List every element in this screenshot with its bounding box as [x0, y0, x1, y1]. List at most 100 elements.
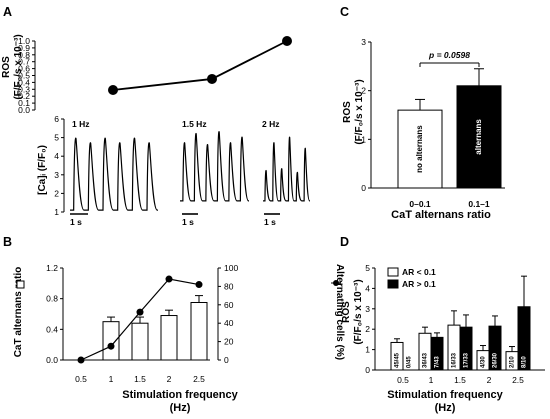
c-bar-label: alternans: [474, 119, 483, 155]
a-bottom-y-tick-label: 1: [54, 207, 59, 217]
d-x-tick-label: 1: [429, 375, 434, 385]
c-bar: [397, 109, 443, 189]
d-x-tick-label: 2.5: [512, 375, 524, 385]
c-ylabel-unit: (F/F₀/s x 10⁻³): [354, 79, 365, 144]
a-calcium-trace: [70, 137, 158, 211]
a-trace-freq-label: 1 Hz: [72, 119, 89, 129]
b-x-tick-label: 1: [109, 374, 114, 384]
d-y-tick-label: 4: [365, 283, 370, 293]
d-cell-count: 2/10: [510, 356, 516, 368]
b-x-tick-label: 0.5: [75, 374, 87, 384]
d-y-tick-label: 1: [365, 345, 370, 355]
panel-d-ros-grouped-bars: ROS (F/F₀/s x 10⁻³) Stimulation frequenc…: [341, 263, 545, 414]
b-y2-tick-label: 60: [224, 300, 234, 310]
b-y2-tick-label: 40: [224, 318, 234, 328]
d-legend-label: AR < 0.1: [402, 267, 436, 277]
d-x-tick-label: 0.5: [397, 375, 409, 385]
a-bottom-y-tick-label: 4: [54, 151, 59, 161]
a-bottom-ylabel: [Ca]ᵢ (F/F₀): [37, 145, 48, 195]
b-xlabel-line1: Stimulation frequency: [122, 389, 238, 401]
d-xlabel-line1: Stimulation frequency: [387, 389, 503, 401]
b-x-tick-label: 2: [167, 374, 172, 384]
a-calcium-trace: [263, 136, 311, 202]
b-y2label: Alternating cells (%): [334, 264, 345, 360]
panel-a-ros-plot: ROS (F/F₀/s x 10⁻³) 0.00.10.20.30.40.50.…: [1, 34, 292, 115]
d-legend-swatch: [387, 267, 399, 277]
d-ylabel-unit: (F/F₀/s x 10⁻³): [353, 279, 364, 344]
d-y-tick-label: 2: [365, 324, 370, 334]
c-y-tick-label: 3: [361, 37, 366, 47]
d-cell-count: 4/30: [481, 356, 487, 368]
a-top-y-tick-label: 0.1: [18, 98, 30, 108]
d-cell-count: 8/10: [522, 356, 528, 368]
b-x-tick-label: 2.5: [193, 374, 205, 384]
b-y2-tick-label: 0: [224, 355, 229, 365]
a-top-y-tick-label: 0.6: [18, 64, 30, 74]
c-p-value: p = 0.0598: [428, 50, 470, 60]
b-y-tick-label: 0.8: [46, 294, 58, 304]
a-top-y-tick-label: 0.3: [18, 84, 30, 94]
a-top-y-tick-label: 0.5: [18, 71, 30, 81]
b-y-tick-label: 0.0: [46, 355, 58, 365]
a-bottom-y-tick-label: 6: [54, 114, 59, 124]
d-cell-count: 16/33: [452, 352, 458, 368]
panel-label-c: C: [340, 5, 349, 19]
c-x-tick-label: 0.1–1: [468, 199, 490, 209]
a-bottom-y-tick-label: 5: [54, 133, 59, 143]
a-top-data-point: [207, 73, 217, 84]
a-scale-bar-label: 1 s: [70, 217, 82, 227]
b-alternating-cells-point: [195, 281, 203, 289]
a-top-y-tick-label: 0.2: [18, 91, 30, 101]
b-alternating-cells-point: [77, 356, 85, 364]
b-bar: [160, 315, 178, 361]
c-y-tick-label: 0: [361, 183, 366, 193]
a-bottom-y-tick-label: 3: [54, 170, 59, 180]
c-x-tick-label: 0–0.1: [409, 199, 431, 209]
b-bar: [131, 322, 149, 361]
d-ylabel-main: ROS: [341, 301, 352, 323]
d-legend-swatch: [387, 279, 399, 289]
a-top-ylabel-main: ROS: [1, 56, 12, 78]
c-bar-label: no alternans: [415, 125, 424, 173]
panel-label-d: D: [340, 235, 349, 249]
b-line-legend-point: [333, 280, 339, 286]
c-y-tick-label: 1: [361, 134, 366, 144]
a-top-y-tick-label: 0.7: [18, 57, 30, 67]
a-bottom-y-tick-label: 2: [54, 188, 59, 198]
d-cell-count: 0/45: [407, 356, 413, 368]
panel-a-calcium-traces: [Ca]ᵢ (F/F₀) 1 2 3 4 5 6 1 Hz 1 s 1.5 Hz 1 s 2 Hz 1…: [37, 114, 311, 227]
d-cell-count: 7/43: [435, 356, 441, 368]
b-y2-tick-label: 100: [224, 263, 238, 273]
b-y-tick-label: 1.2: [46, 263, 58, 273]
b-xlabel-line2: (Hz): [170, 402, 191, 414]
d-x-tick-label: 2: [487, 375, 492, 385]
a-top-data-point: [108, 84, 118, 95]
a-scale-bar-label: 1 s: [182, 217, 194, 227]
b-ylabel: CaT alternans ratio: [13, 267, 24, 358]
d-y-tick-label: 3: [365, 304, 370, 314]
d-cell-count: 45/45: [395, 352, 401, 368]
b-alternating-cells-point: [107, 342, 115, 350]
a-calcium-trace: [180, 130, 250, 202]
d-cell-count: 17/33: [464, 352, 470, 368]
a-top-data-point: [282, 36, 292, 46]
panel-c-ros-bar-plot: ROS (F/F₀/s x 10⁻³) CaT alternans ratio …: [342, 37, 505, 221]
b-bar: [102, 321, 120, 361]
a-top-y-tick-label: 0.4: [18, 77, 30, 87]
d-x-tick-label: 1.5: [454, 375, 466, 385]
d-y-tick-label: 5: [365, 263, 370, 273]
a-top-ylabel-unit: (F/F₀/s x 10⁻³): [13, 34, 24, 99]
c-ylabel-main: ROS: [342, 101, 353, 123]
a-top-y-tick-label: 0.0: [18, 105, 30, 115]
panel-label-b: B: [3, 235, 12, 249]
b-bar: [190, 302, 208, 361]
b-alternating-cells-point: [165, 275, 173, 283]
d-legend-label: AR > 0.1: [402, 279, 436, 289]
panel-label-a: A: [3, 5, 12, 19]
a-trace-freq-label: 1.5 Hz: [182, 119, 207, 129]
d-cell-count: 26/30: [493, 352, 499, 368]
d-xlabel-line2: (Hz): [435, 402, 456, 414]
a-top-y-tick-label: 0.8: [18, 50, 30, 60]
c-xlabel: CaT alternans ratio: [391, 209, 491, 221]
